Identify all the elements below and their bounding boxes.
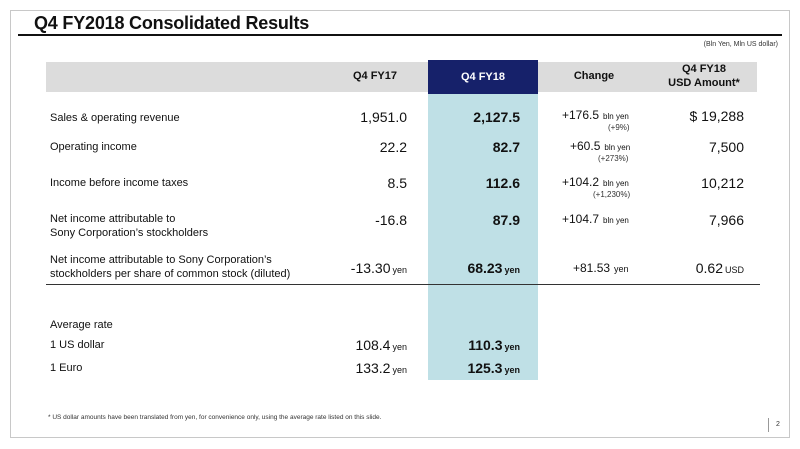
row-operating-income-change-value: +60.5 [570,139,601,153]
row-net-income-change: +104.7 bln yen [562,212,629,226]
avg-rate-euro-q4fy17-value: 133.2 [355,360,391,376]
avg-rate-euro-q4fy17-unit: yen [392,365,407,375]
unit-note: (Bln Yen, Mln US dollar) [703,41,778,48]
row-sales-label: Sales & operating revenue [50,112,180,124]
row-eps-usd: 0.62 USD [696,260,744,276]
row-operating-income-usd: 7,500 [708,139,744,155]
row-net-income-q4fy17: -16.8 [375,212,407,228]
q4fy18-column-highlight [428,60,538,380]
avg-rate-euro-label: 1 Euro [50,362,83,374]
avg-rate-euro-q4fy18: 125.3 yen [467,360,520,376]
page-number-divider [768,418,769,432]
header-q4fy17: Q4 FY17 [352,70,398,82]
avg-rate-usd-q4fy18: 110.3 yen [468,337,520,353]
page-number: 2 [776,421,780,428]
row-eps-q4fy17: -13.30 yen [351,260,407,276]
row-eps-change-unit: yen [614,264,629,274]
row-net-income-label: Net income attributable to Sony Corporat… [50,212,208,240]
row-sales-q4fy17: 1,951.0 [360,109,407,125]
avg-rate-usd-q4fy18-unit: yen [504,342,520,352]
header-usd-amount: Q4 FY18 USD Amount* [652,62,756,90]
row-income-before-taxes-q4fy17: 8.5 [387,175,407,191]
row-eps-label: Net income attributable to Sony Corporat… [50,253,290,281]
row-net-income-usd: 7,966 [708,212,744,228]
row-income-before-taxes-label: Income before income taxes [50,177,189,189]
row-sales-change-unit: bln yen [603,112,629,121]
avg-rate-usd-q4fy17-value: 108.4 [355,337,391,353]
row-net-income-label-line2: Sony Corporation’s stockholders [50,227,209,239]
row-eps-usd-value: 0.62 [695,260,723,276]
header-q4fy18: Q4 FY18 [428,60,538,94]
header-change: Change [573,70,615,82]
title-rule [18,34,782,36]
row-operating-income-change-unit: bln yen [604,143,631,152]
avg-rate-usd-q4fy17: 108.4 yen [355,337,407,353]
slide-frame [10,10,790,438]
row-eps-q4fy18-unit: yen [504,265,520,275]
row-eps-q4fy17-unit: yen [392,265,407,275]
row-eps-label-line2: stockholders per share of common stock (… [50,268,291,280]
avg-rate-usd-q4fy18-value: 110.3 [468,337,503,353]
row-eps-change: +81.53 yen [573,261,629,275]
row-net-income-change-value: +104.7 [562,212,600,226]
row-sales-change-value: +176.5 [562,108,600,122]
row-eps-q4fy18-value: 68.23 [467,260,503,276]
row-operating-income-change: +60.5 bln yen [570,139,630,153]
avg-rate-euro-q4fy18-unit: yen [504,365,520,375]
row-net-income-change-unit: bln yen [603,216,629,225]
row-eps-q4fy17-value: -13.30 [350,260,391,276]
row-net-income-label-line1: Net income attributable to [50,213,176,225]
row-eps-q4fy18: 68.23 yen [467,260,520,276]
avg-rate-euro-q4fy18-value: 125.3 [467,360,503,376]
row-operating-income-label: Operating income [50,141,137,153]
table-header-background [46,62,757,92]
row-sales-change: +176.5 bln yen [562,108,629,122]
table-separator [46,284,760,285]
row-sales-change-pct: (+9%) [608,123,630,132]
row-sales-q4fy18: 2,127.5 [473,109,520,125]
avg-rate-usd-q4fy17-unit: yen [392,342,407,352]
avg-rate-usd-label: 1 US dollar [50,339,105,351]
row-income-before-taxes-change-unit: bln yen [603,179,629,188]
row-income-before-taxes-usd: 10,212 [701,175,744,191]
row-operating-income-q4fy18: 82.7 [492,139,520,155]
row-net-income-q4fy18: 87.9 [492,212,520,228]
row-income-before-taxes-change-value: +104.2 [562,175,600,189]
row-income-before-taxes-change: +104.2 bln yen [562,175,629,189]
row-eps-usd-unit: USD [724,265,744,275]
avg-rate-label: Average rate [50,319,113,331]
slide-title: Q4 FY2018 Consolidated Results [34,13,310,33]
row-income-before-taxes-change-pct: (+1,230%) [593,190,631,199]
footnote: * US dollar amounts have been translated… [48,414,382,421]
row-operating-income-change-pct: (+273%) [598,154,629,163]
avg-rate-euro-q4fy17: 133.2 yen [355,360,407,376]
header-usd-line2: USD Amount* [668,77,740,89]
header-usd-line1: Q4 FY18 [681,63,727,75]
row-income-before-taxes-q4fy18: 112.6 [485,175,520,191]
row-eps-label-line1: Net income attributable to Sony Corporat… [50,254,272,266]
row-eps-change-value: +81.53 [573,261,611,275]
row-sales-usd: $ 19,288 [689,108,745,124]
row-operating-income-q4fy17: 22.2 [379,139,407,155]
